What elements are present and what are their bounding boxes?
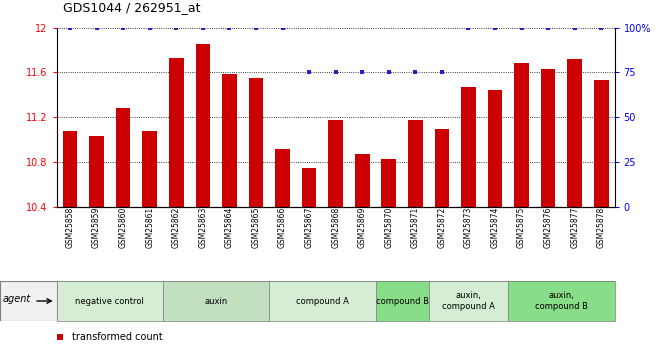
- Text: GSM25859: GSM25859: [92, 207, 101, 248]
- Bar: [116, 108, 130, 207]
- Bar: [541, 69, 556, 207]
- Bar: [248, 78, 263, 207]
- Bar: [163, 281, 269, 321]
- Text: compound A: compound A: [296, 296, 349, 306]
- Text: GSM25866: GSM25866: [278, 207, 287, 248]
- Bar: [461, 87, 476, 207]
- Text: GSM25874: GSM25874: [490, 207, 500, 248]
- Text: GSM25864: GSM25864: [225, 207, 234, 248]
- Text: GDS1044 / 262951_at: GDS1044 / 262951_at: [63, 1, 201, 14]
- Bar: [381, 159, 396, 207]
- Text: GSM25875: GSM25875: [517, 207, 526, 248]
- Bar: [429, 281, 508, 321]
- Bar: [514, 63, 529, 207]
- Bar: [269, 281, 375, 321]
- Text: compound B: compound B: [375, 296, 429, 306]
- Text: GSM25861: GSM25861: [145, 207, 154, 248]
- Bar: [488, 90, 502, 207]
- Bar: [63, 131, 77, 207]
- Text: agent: agent: [3, 294, 31, 304]
- Text: GSM25868: GSM25868: [331, 207, 340, 248]
- Bar: [275, 149, 290, 207]
- Text: transformed count: transformed count: [72, 332, 162, 342]
- Text: GSM25871: GSM25871: [411, 207, 420, 248]
- Bar: [169, 58, 184, 207]
- Bar: [142, 131, 157, 207]
- Bar: [355, 154, 369, 207]
- Bar: [57, 281, 163, 321]
- Text: GSM25878: GSM25878: [597, 207, 606, 248]
- Text: GSM25872: GSM25872: [438, 207, 446, 248]
- Bar: [302, 168, 317, 207]
- Text: GSM25865: GSM25865: [251, 207, 261, 248]
- Text: auxin,
compound B: auxin, compound B: [535, 291, 588, 311]
- Text: GSM25873: GSM25873: [464, 207, 473, 248]
- Bar: [435, 129, 449, 207]
- Text: GSM25863: GSM25863: [198, 207, 207, 248]
- Text: GSM25867: GSM25867: [305, 207, 313, 248]
- Bar: [375, 281, 429, 321]
- Bar: [408, 120, 423, 207]
- Text: auxin,
compound A: auxin, compound A: [442, 291, 495, 311]
- Text: negative control: negative control: [75, 296, 144, 306]
- Text: GSM25869: GSM25869: [358, 207, 367, 248]
- Bar: [508, 281, 615, 321]
- Text: GSM25870: GSM25870: [384, 207, 393, 248]
- Bar: [594, 80, 609, 207]
- Text: GSM25862: GSM25862: [172, 207, 181, 248]
- Text: GSM25858: GSM25858: [65, 207, 75, 248]
- Bar: [222, 73, 236, 207]
- Text: auxin: auxin: [204, 296, 228, 306]
- Bar: [329, 120, 343, 207]
- Text: GSM25877: GSM25877: [570, 207, 579, 248]
- Bar: [90, 136, 104, 207]
- Text: GSM25876: GSM25876: [544, 207, 552, 248]
- Text: GSM25860: GSM25860: [119, 207, 128, 248]
- Bar: [567, 59, 582, 207]
- Bar: [196, 45, 210, 207]
